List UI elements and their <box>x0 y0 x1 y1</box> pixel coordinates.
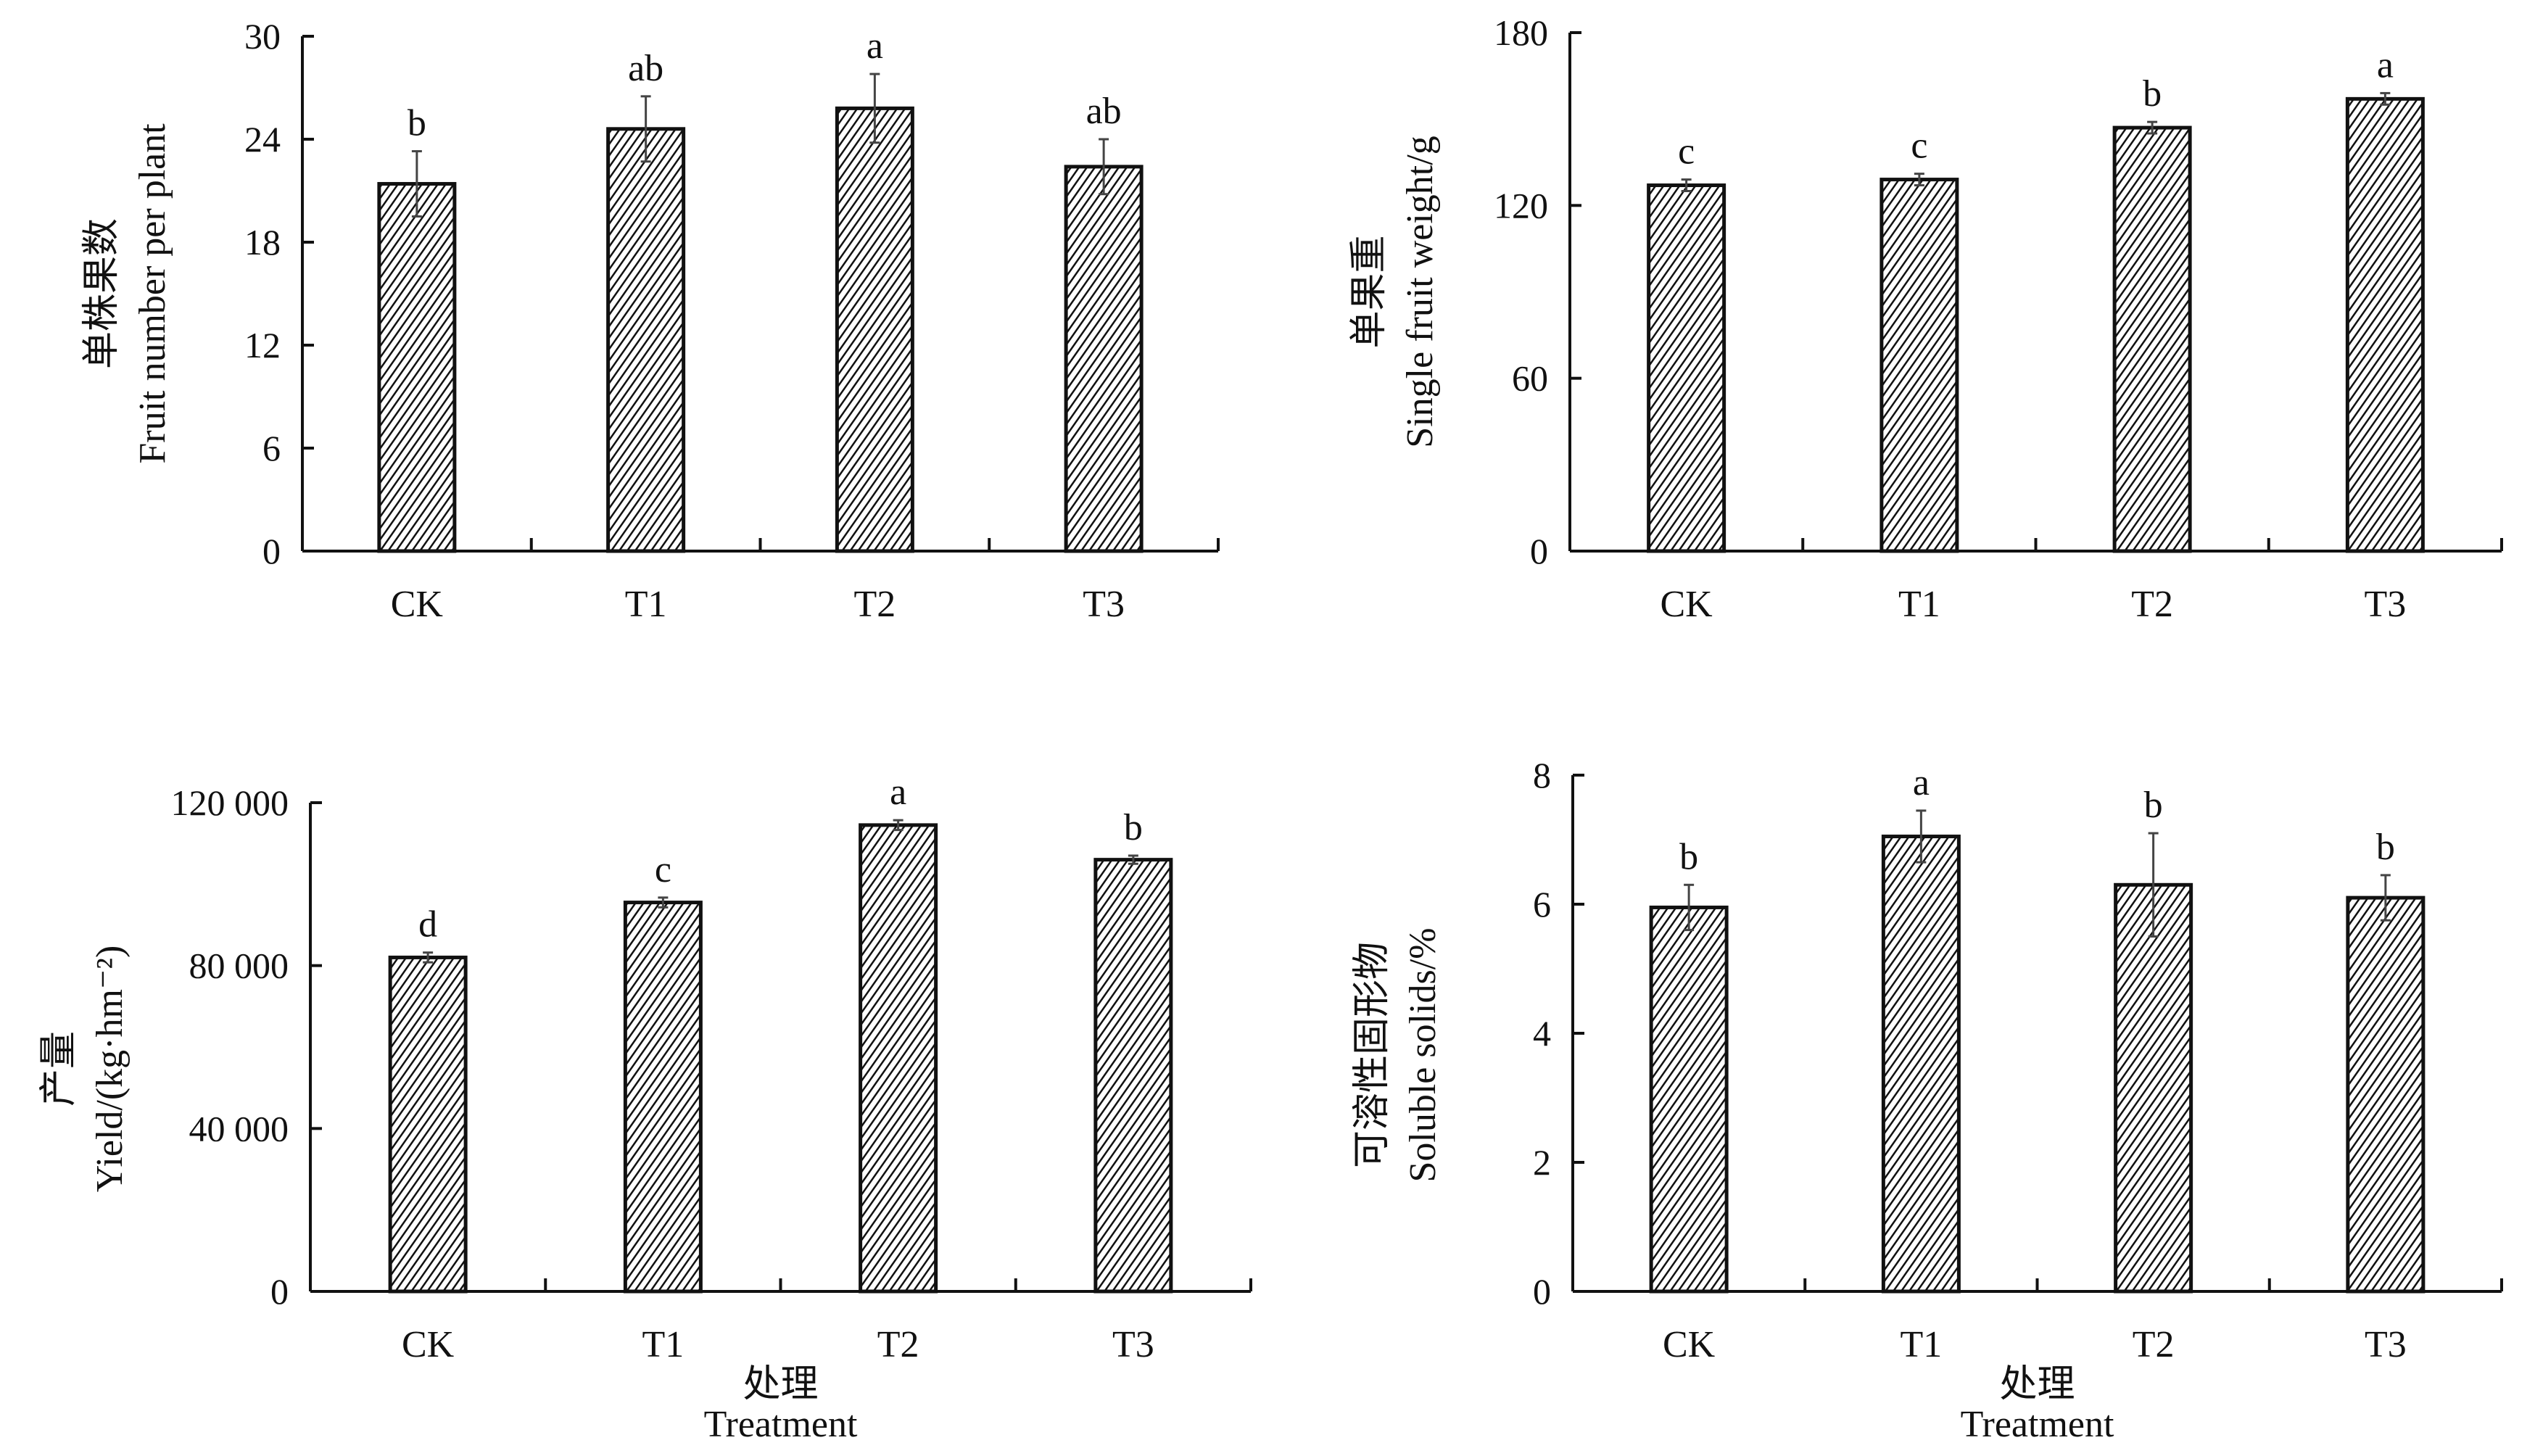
x-tick-label: CK <box>402 1324 455 1365</box>
y-tick-label: 24 <box>244 119 281 160</box>
y-tick-label: 6 <box>262 428 281 468</box>
chart-panel-2: 0 60 120 180 c CK c T1 b T2 a T3 单果重 Single fruit wei… <box>1349 12 2503 625</box>
bar-t1 <box>1881 835 1961 1294</box>
bar-t2 <box>2112 125 2192 553</box>
x-tick-label: CK <box>391 584 444 625</box>
significance-letter: a <box>1913 762 1930 803</box>
x-tick-label: T1 <box>1898 584 1940 625</box>
y-tick-label: 0 <box>270 1271 289 1312</box>
bar-t3 <box>1093 858 1173 1294</box>
bar-t2 <box>2114 882 2193 1294</box>
y-axis-label: Single fruit weight/g <box>1399 136 1441 447</box>
y-tick-label: 30 <box>244 16 281 57</box>
y-axis-label-cn: 单果重 <box>1349 235 1390 348</box>
y-tick-label: 18 <box>244 222 281 262</box>
y-tick-label: 6 <box>1533 884 1551 925</box>
y-tick-label: 4 <box>1533 1013 1551 1054</box>
y-axis-label: Yield/(kg·hm⁻²) <box>89 946 131 1193</box>
significance-letter: b <box>2376 827 2395 868</box>
bar-t3 <box>2345 96 2425 553</box>
significance-letter: c <box>655 849 671 890</box>
significance-letter: b <box>408 103 426 144</box>
y-tick-label: 12 <box>244 325 281 365</box>
y-axis-label-cn: 产量 <box>38 1031 80 1107</box>
bar-t3 <box>2346 895 2426 1294</box>
x-tick-label: T3 <box>2365 1324 2407 1365</box>
chart-panel-4: 0 2 4 6 8 b CK a T1 b T2 b T3 可溶性固形物 Soluble solids/% 处… <box>1352 755 2503 1445</box>
x-tick-label: CK <box>1661 584 1713 625</box>
x-tick-label: T2 <box>877 1324 919 1365</box>
bar-t1 <box>606 127 686 553</box>
bar-ck <box>1649 905 1729 1294</box>
x-tick-label: T1 <box>642 1324 684 1365</box>
x-tick-label: T3 <box>2364 584 2406 625</box>
bar-t1 <box>623 901 703 1294</box>
y-tick-label: 2 <box>1533 1142 1551 1183</box>
y-tick-label: 120 <box>1494 185 1548 226</box>
y-axis-label-cn: 单株果数 <box>81 218 123 369</box>
chart-panel-3: 0 40 000 80 000 120 000 d CK c T1 a T2 b T3 产量 Yield/… <box>38 772 1252 1445</box>
x-axis-label: Treatment <box>704 1404 858 1445</box>
significance-letter: b <box>1124 807 1143 848</box>
significance-letter: a <box>867 25 883 67</box>
x-axis-label-cn: 处理 <box>743 1364 818 1405</box>
y-tick-label: 80 000 <box>189 946 289 986</box>
bar-t3 <box>1064 165 1144 553</box>
bar-ck <box>377 182 457 553</box>
bar-ck <box>388 955 468 1294</box>
significance-letter: c <box>1911 125 1927 167</box>
significance-letter: a <box>2377 44 2394 86</box>
x-tick-label: T2 <box>2133 1324 2175 1365</box>
y-axis-label: Soluble solids/% <box>1402 927 1444 1182</box>
x-tick-label: T2 <box>2131 584 2173 625</box>
chart-panel-1: 0 6 12 18 24 30 b CK ab T1 a T2 ab T3 单株果数 Fruit number… <box>81 16 1220 625</box>
y-tick-label: 8 <box>1533 755 1551 795</box>
x-axis-label-cn: 处理 <box>1999 1364 2075 1405</box>
bar-ck <box>1647 183 1726 553</box>
significance-letter: b <box>2143 73 2162 115</box>
y-tick-label: 120 000 <box>171 782 289 823</box>
bar-t2 <box>835 106 914 553</box>
y-tick-label: 0 <box>1530 531 1548 571</box>
x-tick-label: T1 <box>1900 1324 1942 1365</box>
x-tick-label: CK <box>1663 1324 1716 1365</box>
significance-letter: a <box>890 772 906 813</box>
y-tick-label: 180 <box>1494 12 1548 53</box>
significance-letter: b <box>2144 785 2163 826</box>
y-axis-label-cn: 可溶性固形物 <box>1352 942 1393 1168</box>
x-tick-label: T1 <box>625 584 667 625</box>
y-tick-label: 0 <box>1533 1271 1551 1312</box>
x-tick-label: T3 <box>1112 1324 1154 1365</box>
y-tick-label: 60 <box>1512 358 1548 399</box>
y-tick-label: 0 <box>262 531 281 571</box>
significance-letter: ab <box>1086 91 1122 132</box>
x-axis-label: Treatment <box>1961 1404 2114 1445</box>
x-tick-label: T2 <box>853 584 896 625</box>
y-axis-label: Fruit number per plant <box>132 123 173 464</box>
significance-letter: d <box>418 904 437 946</box>
significance-letter: b <box>1679 836 1698 877</box>
bar-t1 <box>1879 178 1959 553</box>
x-tick-label: T3 <box>1083 584 1125 625</box>
significance-letter: ab <box>628 48 663 89</box>
bar-t2 <box>859 823 938 1294</box>
y-tick-label: 40 000 <box>189 1108 289 1149</box>
significance-letter: c <box>1678 131 1695 173</box>
